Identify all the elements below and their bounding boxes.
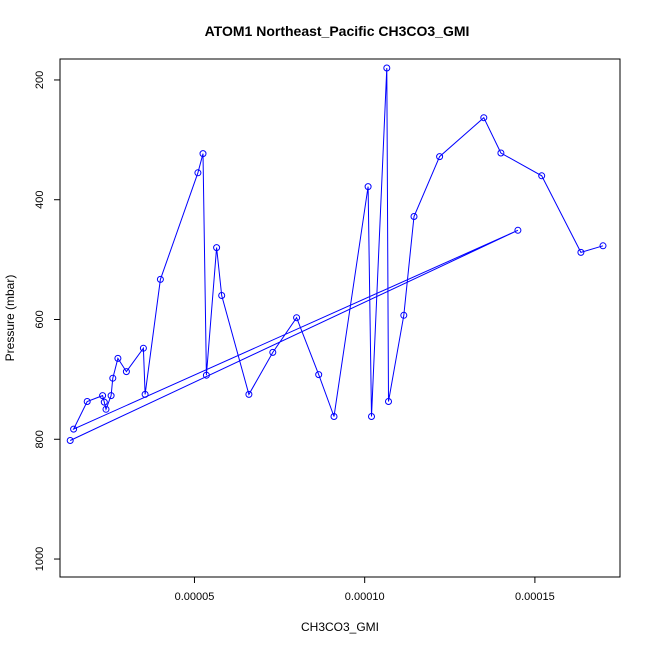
data-point bbox=[293, 314, 301, 322]
data-point bbox=[245, 390, 253, 398]
y-axis-label: Pressure (mbar) bbox=[3, 275, 17, 362]
data-point bbox=[400, 311, 408, 319]
data-point bbox=[410, 213, 418, 220]
data-point bbox=[436, 153, 444, 161]
data-point bbox=[83, 398, 91, 405]
data-point bbox=[577, 248, 585, 256]
data-point bbox=[497, 149, 505, 157]
series-line bbox=[69, 67, 604, 441]
data-point bbox=[202, 371, 210, 379]
x-tick-label: 0.00015 bbox=[515, 591, 555, 603]
data-point bbox=[383, 64, 391, 72]
data-point bbox=[315, 371, 323, 379]
data-point bbox=[538, 172, 546, 180]
chart-title: ATOM1 Northeast_Pacific CH3CO3_GMI bbox=[205, 23, 470, 39]
series-layer bbox=[66, 64, 607, 444]
data-point bbox=[122, 368, 130, 376]
data-point bbox=[599, 242, 607, 250]
x-tick-label: 0.00010 bbox=[345, 591, 385, 603]
x-axis-label: CH3CO3_GMI bbox=[301, 620, 379, 634]
data-point bbox=[100, 398, 108, 406]
data-point bbox=[109, 374, 117, 382]
data-point bbox=[330, 413, 338, 420]
y-tick-label: 200 bbox=[34, 71, 46, 89]
data-point bbox=[139, 344, 147, 352]
y-tick-label: 400 bbox=[34, 191, 46, 209]
data-point bbox=[194, 169, 202, 177]
y-tick-label: 600 bbox=[34, 310, 46, 328]
data-point bbox=[114, 354, 122, 362]
data-point bbox=[213, 244, 221, 252]
data-point bbox=[102, 405, 110, 413]
y-tick-label: 800 bbox=[34, 430, 46, 448]
data-point bbox=[99, 392, 107, 400]
x-tick-label: 0.00005 bbox=[175, 591, 215, 603]
data-point bbox=[70, 425, 78, 433]
x-axis: 0.00005 0.00010 0.00015 bbox=[175, 577, 555, 603]
y-tick-label: 1000 bbox=[34, 547, 46, 571]
data-point bbox=[269, 348, 277, 356]
data-point bbox=[385, 398, 392, 405]
data-point bbox=[368, 413, 375, 420]
data-point bbox=[480, 114, 488, 122]
plot-frame bbox=[59, 58, 621, 578]
y-axis: 200 400 600 800 1000 bbox=[34, 71, 60, 571]
data-point bbox=[218, 292, 226, 299]
data-point bbox=[514, 226, 522, 234]
data-point bbox=[156, 275, 164, 283]
data-point bbox=[364, 183, 372, 191]
data-point bbox=[141, 390, 149, 398]
data-point bbox=[66, 437, 74, 444]
data-point bbox=[107, 392, 115, 400]
data-point bbox=[199, 150, 207, 158]
